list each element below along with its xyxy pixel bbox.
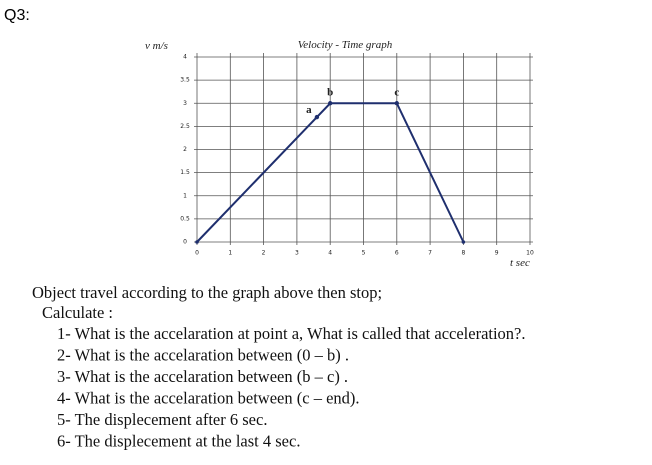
question-item: 5- The displecement after 6 sec. [57, 410, 267, 429]
y-tick-label: 1 [183, 192, 187, 199]
x-tick-label: 6 [395, 250, 399, 257]
x-tick-label: 9 [495, 250, 499, 257]
x-tick-label: 3 [295, 250, 299, 257]
x-tick-label: 5 [362, 250, 366, 257]
y-tick-label: 2.5 [180, 123, 190, 130]
annotation-point [328, 101, 333, 106]
x-tick-label: 7 [428, 250, 432, 257]
chart-title: Velocity - Time graph [298, 39, 393, 51]
annotation-label: a [306, 104, 312, 116]
x-tick-label: 2 [262, 250, 266, 257]
annotation-point [314, 114, 320, 120]
y-tick-label: 3.5 [180, 77, 190, 84]
y-tick-label: 2 [183, 146, 187, 153]
y-tick-label: 0 [183, 239, 187, 246]
data-point [461, 240, 466, 244]
calculate: Calculate : [42, 303, 113, 322]
intro: Object travel according to the graph abo… [32, 283, 382, 302]
question-item: 4- What is the accelaration between (c –… [57, 389, 360, 408]
question-item: 2- What is the accelaration between (0 –… [57, 346, 349, 365]
y-tick-label: 3 [183, 100, 187, 107]
x-axis-label: t sec [510, 257, 530, 269]
question-item: 1- What is the accelaration at point a, … [57, 324, 526, 343]
data-point [195, 240, 199, 244]
x-tick-label: 0 [195, 250, 199, 257]
annotation-label: b [327, 86, 333, 98]
x-tick-label: 10 [526, 250, 534, 257]
y-tick-label: 1.5 [180, 169, 190, 176]
annotation-label: c [394, 86, 399, 98]
x-tick-label: 1 [228, 250, 232, 257]
y-axis-label: v m/s [145, 40, 168, 52]
y-tick-label: 4 [183, 54, 187, 61]
x-tick-label: 8 [461, 250, 465, 257]
y-tick-label: 0.5 [180, 215, 190, 222]
velocity-line [196, 102, 465, 243]
question-item: 3- What is the accelaration between (b –… [57, 367, 348, 386]
x-tick-label: 4 [328, 250, 332, 257]
question-item: 6- The displecement at the last 4 sec. [57, 432, 300, 451]
question-label: Q3: [4, 7, 30, 24]
annotation-point [394, 101, 399, 106]
